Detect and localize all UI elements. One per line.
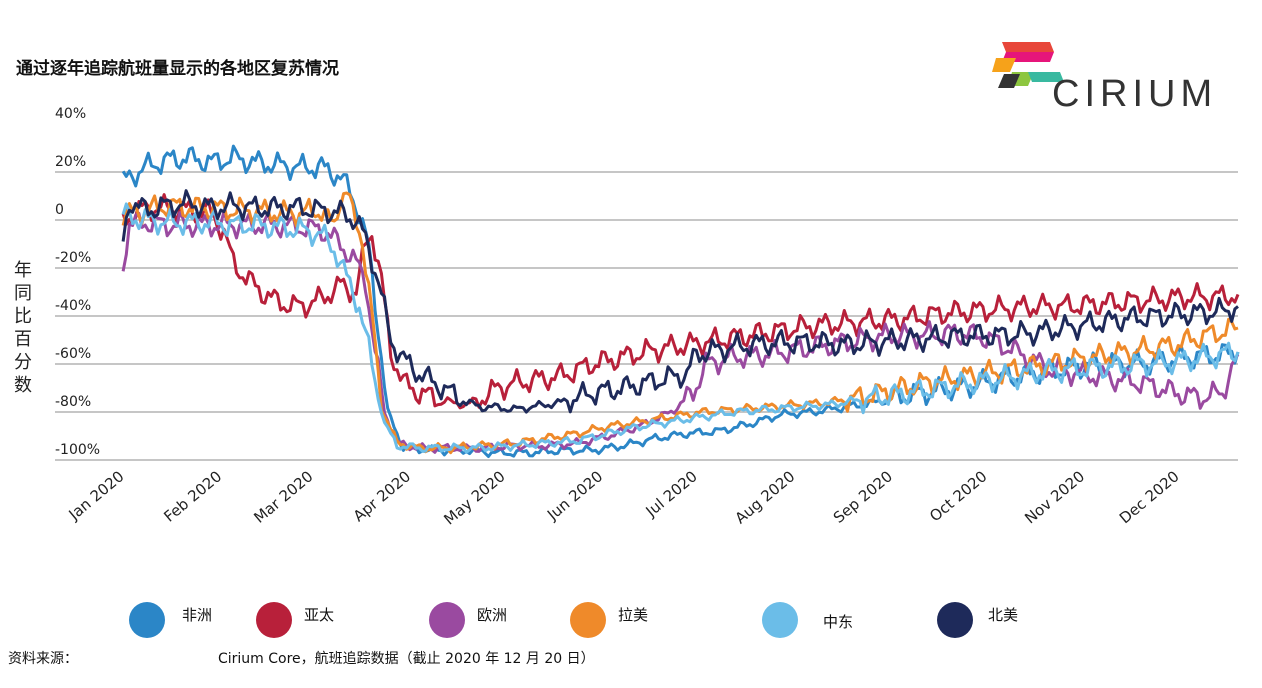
cirium-logo: CIRIUM bbox=[992, 42, 1217, 115]
x-tick-label: May 2020 bbox=[440, 467, 508, 528]
y-tick-label: -20% bbox=[55, 250, 91, 266]
series-lines bbox=[121, 144, 1240, 458]
x-tick-label: Nov 2020 bbox=[1021, 467, 1088, 527]
x-tick-label: Feb 2020 bbox=[160, 467, 225, 525]
y-tick-label: -80% bbox=[55, 394, 91, 410]
chart-title: 通过逐年追踪航班量显示的各地区复苏情况 bbox=[16, 59, 339, 79]
x-tick-label: Jan 2020 bbox=[65, 467, 128, 524]
y-tick-label: -100% bbox=[55, 442, 100, 458]
source-label: 资料来源： bbox=[8, 651, 78, 667]
logo-text: CIRIUM bbox=[1052, 73, 1217, 115]
y-axis-label-char: 分 bbox=[14, 352, 32, 373]
series-line bbox=[121, 202, 1240, 454]
source-text: Cirium Core，航班追踪数据（截止 2020 年 12 月 20 日） bbox=[218, 651, 595, 667]
y-axis-label-char: 数 bbox=[14, 375, 32, 396]
x-tick-label: Sep 2020 bbox=[830, 467, 896, 527]
y-tick-label: 0 bbox=[55, 202, 64, 218]
x-tick-label: Mar 2020 bbox=[250, 467, 316, 527]
grid-lines bbox=[55, 171, 1238, 461]
y-tick-label: 20% bbox=[55, 154, 86, 170]
y-axis-label-char: 同 bbox=[14, 283, 32, 304]
y-axis-ticks: 40% 20% 0 -20% -40% -60% -80% -100% bbox=[55, 106, 100, 458]
x-tick-label: Apr 2020 bbox=[350, 467, 414, 525]
series-line bbox=[121, 210, 1240, 454]
y-tick-label: -60% bbox=[55, 346, 91, 362]
y-tick-label: -40% bbox=[55, 298, 91, 314]
x-tick-label: Jul 2020 bbox=[642, 467, 701, 521]
x-tick-label: Jun 2020 bbox=[543, 467, 606, 524]
y-axis-label-char: 年 bbox=[14, 260, 32, 281]
series-line bbox=[121, 191, 1239, 455]
series-line bbox=[121, 189, 1239, 414]
x-tick-label: Dec 2020 bbox=[1116, 467, 1183, 527]
y-tick-label: 40% bbox=[55, 106, 86, 122]
y-axis-label-char: 百 bbox=[14, 329, 32, 350]
series-line bbox=[121, 193, 1240, 410]
x-tick-label: Oct 2020 bbox=[926, 467, 990, 525]
logo-mark-icon bbox=[992, 42, 1064, 88]
y-axis-label-char: 比 bbox=[14, 306, 32, 327]
x-axis-ticks: Jan 2020 Feb 2020 Mar 2020 Apr 2020 May 2020… bbox=[65, 467, 1183, 528]
x-tick-label: Aug 2020 bbox=[731, 467, 798, 527]
